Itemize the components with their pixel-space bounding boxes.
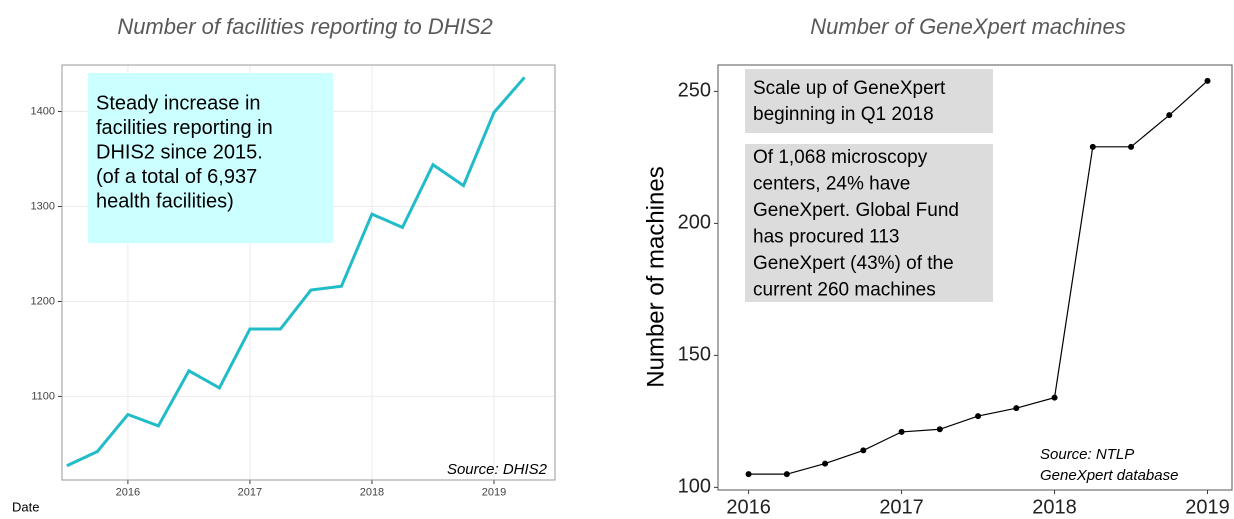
chart-panel: Number of facilities reporting to DHIS2 1… [12,14,556,514]
annotation-text: beginning in Q1 2018 [753,104,934,125]
data-point [1166,112,1173,119]
x-tick-label: 2017 [238,487,262,499]
y-tick-label: 200 [678,212,711,234]
y-tick-label: 1400 [31,105,55,117]
data-point [1128,143,1135,150]
annotation-text: facilities reporting in [96,117,273,139]
plot-frame [61,64,556,481]
annotation-text: current 260 machines [753,280,936,301]
data-point [1089,143,1096,150]
data-point [822,460,829,467]
annotation-text: has procured 113 [753,227,899,248]
y-tick-label: 1100 [31,390,55,402]
annotation-text: GeneXpert (43%) of the [753,253,954,274]
annotation-text: GeneXpert. Global Fund [753,200,959,221]
chart-title: Number of GeneXpert machines [810,14,1126,39]
data-line [66,76,526,468]
y-tick-label: 1300 [31,200,55,212]
annotation-text: DHIS2 since 2015. [96,141,263,163]
x-tick-label: 2018 [1032,496,1077,518]
x-tick-label: 2016 [116,487,140,499]
chart-title: Number of facilities reporting to DHIS2 [117,14,492,39]
annotation-text: centers, 24% have [753,174,910,195]
annotation-text: (of a total of 6,937 [96,166,257,188]
data-point [745,471,752,478]
data-point [936,426,943,433]
source-note: GeneXpert database [1040,467,1178,484]
y-tick-label: 250 [678,80,711,102]
data-point [1051,394,1058,401]
chart-panel: Number of GeneXpert machines 100 150 200 250… [642,14,1233,518]
y-axis-label: Number of machines [642,166,669,387]
data-point [783,471,790,478]
plot-frame [717,64,1233,491]
y-tick-label: 1200 [31,295,55,307]
annotation-text: health facilities) [96,190,234,212]
x-tick-label: 2019 [482,487,506,499]
data-point [1013,405,1020,412]
data-point [975,413,982,420]
source-note: Source: DHIS2 [447,461,548,478]
data-point [898,428,905,435]
x-tick-label: 2016 [726,496,771,518]
annotation-text: Steady increase in [96,92,261,114]
x-tick-label: 2017 [879,496,924,518]
data-point [860,447,867,454]
annotation-box [745,69,993,133]
annotation-text: Of 1,068 microscopy [753,147,928,168]
y-tick-label: 100 [678,476,711,498]
data-point [1204,77,1211,84]
x-axis-label: Date [12,499,39,514]
source-note: Source: NTLP [1040,446,1134,463]
annotation-box [88,73,333,243]
y-tick-label: 150 [678,344,711,366]
annotation-box [745,144,993,302]
x-tick-label: 2018 [360,487,384,499]
x-tick-label: 2019 [1185,496,1230,518]
annotation-text: Scale up of GeneXpert [753,78,946,99]
